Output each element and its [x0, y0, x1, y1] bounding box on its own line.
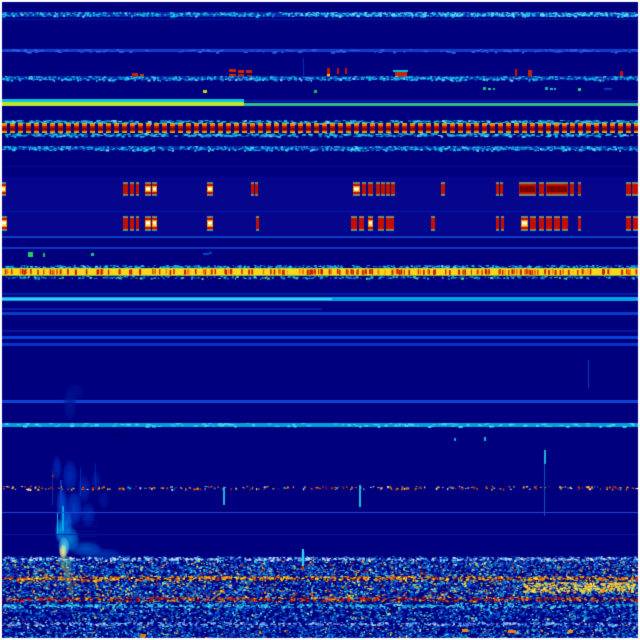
- spectrogram-view: [0, 0, 640, 640]
- spectrogram-canvas: [0, 0, 640, 640]
